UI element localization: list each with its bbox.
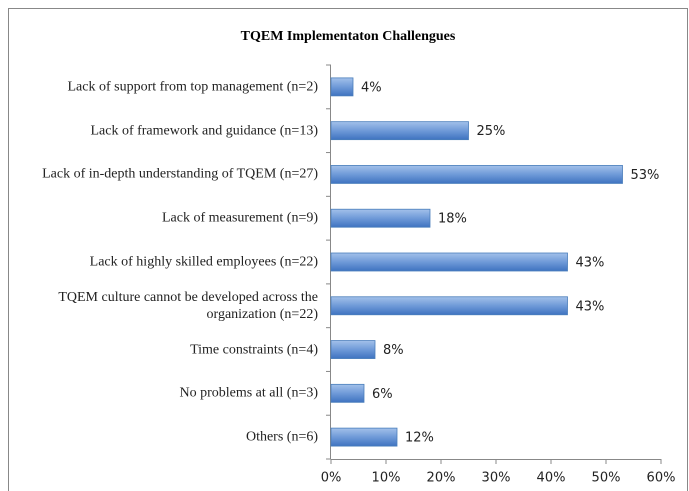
value-label: 18% xyxy=(438,212,467,227)
y-tick-label: Time constraints (n=4) xyxy=(190,342,318,358)
x-tick-label: 30% xyxy=(482,471,511,486)
bar xyxy=(330,340,376,359)
bar xyxy=(330,208,431,228)
value-label: 53% xyxy=(631,168,660,183)
bar xyxy=(330,427,398,447)
value-label: 43% xyxy=(576,256,605,271)
value-label: 8% xyxy=(383,343,404,358)
bar xyxy=(330,252,568,272)
y-tick-label: Lack of in-depth understanding of TQEM (… xyxy=(42,166,318,182)
x-tick-label: 0% xyxy=(321,471,342,486)
y-tick-label: Lack of measurement (n=9) xyxy=(162,210,318,226)
x-tick-label: 20% xyxy=(427,471,456,486)
x-tick-label: 40% xyxy=(537,471,566,486)
bar xyxy=(330,296,568,316)
chart-title: TQEM Implementaton Challengues xyxy=(241,29,456,44)
bar xyxy=(330,121,469,141)
value-label: 43% xyxy=(576,299,605,314)
bar xyxy=(330,383,365,403)
y-tick-label: TQEM culture cannot be developed across … xyxy=(58,289,318,322)
value-label: 25% xyxy=(477,124,506,139)
x-tick-label: 60% xyxy=(647,471,676,486)
chart-frame xyxy=(8,8,688,491)
y-tick-label: Lack of framework and guidance (n=13) xyxy=(90,123,318,139)
x-tick-label: 10% xyxy=(372,471,401,486)
bar xyxy=(330,165,623,184)
y-tick-label: Lack of support from top management (n=2… xyxy=(67,79,319,95)
y-tick-label: Others (n=6) xyxy=(245,429,318,445)
value-label: 4% xyxy=(361,80,382,95)
y-tick-label: Lack of highly skilled employees (n=22) xyxy=(89,254,318,270)
y-tick-label: No problems at all (n=3) xyxy=(179,385,318,401)
value-label: 6% xyxy=(372,387,393,402)
value-label: 12% xyxy=(405,431,434,446)
bar xyxy=(330,77,354,97)
x-tick-label: 50% xyxy=(592,471,621,486)
